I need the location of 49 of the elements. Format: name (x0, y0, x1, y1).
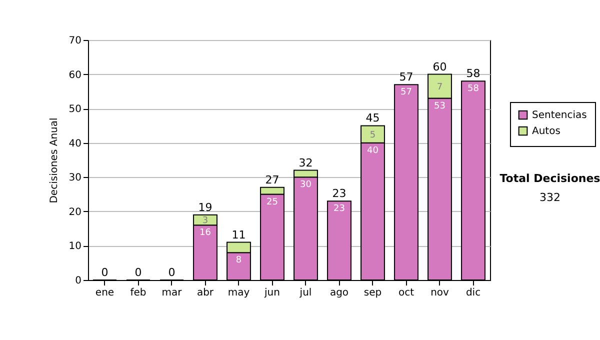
data-label: 8 (236, 256, 242, 266)
y-tick-label: 60 (68, 70, 82, 81)
text: Total Decisiones (498, 172, 600, 185)
data-label: 16 (200, 228, 212, 238)
x-tick-label: ene (95, 288, 114, 298)
data-label: 58 (468, 84, 480, 94)
x-tick-label: jun (264, 288, 280, 298)
legend-label: Autos (532, 126, 560, 137)
y-axis-title: Decisiones Anual (48, 118, 60, 204)
total-label: 45 (366, 112, 380, 125)
total-label: 11 (232, 228, 246, 242)
y-tick-label: 50 (68, 104, 82, 116)
x-tick-label: mar (162, 288, 183, 298)
x-tick-label: dic (466, 288, 481, 298)
data-label: 5 (370, 130, 376, 140)
x-tick-label: ago (330, 288, 349, 298)
data-label: 25 (266, 197, 278, 208)
x-tick-label: jul (298, 288, 312, 298)
total-label: 0 (134, 266, 142, 279)
y-tick-label: 20 (68, 206, 82, 218)
data-label: 23 (334, 204, 345, 214)
y-tick-label: 40 (68, 138, 82, 150)
data-label: 7 (436, 82, 443, 92)
total-label: 0 (101, 266, 108, 279)
y-tick-label: 10 (68, 241, 82, 252)
total-label: 58 (466, 67, 480, 80)
x-tick-label: oct (398, 288, 414, 298)
x-tick-label: may (228, 288, 250, 298)
total-label: 19 (198, 200, 212, 214)
x-tick-label: feb (130, 288, 146, 298)
x-tick-label: nov (430, 288, 450, 298)
total-label: 0 (168, 266, 176, 279)
total-label: 23 (332, 187, 346, 200)
x-tick-label: sep (364, 288, 382, 298)
total-label: 32 (298, 156, 313, 170)
y-tick-label: 0 (75, 276, 82, 286)
total-label: 27 (265, 173, 280, 186)
text: 332 (538, 191, 562, 204)
data-label: 40 (367, 146, 379, 156)
legend-label: Sentencias (532, 110, 587, 121)
data-label: 30 (300, 180, 312, 190)
y-tick-label: 70 (68, 36, 82, 46)
y-tick-label: 30 (68, 172, 82, 184)
total-label: 60 (432, 60, 447, 74)
data-label: 57 (400, 88, 412, 98)
x-tick-label: abr (196, 288, 214, 298)
data-label: 53 (434, 101, 446, 112)
data-label: 3 (202, 216, 208, 226)
total-label: 57 (399, 70, 414, 84)
